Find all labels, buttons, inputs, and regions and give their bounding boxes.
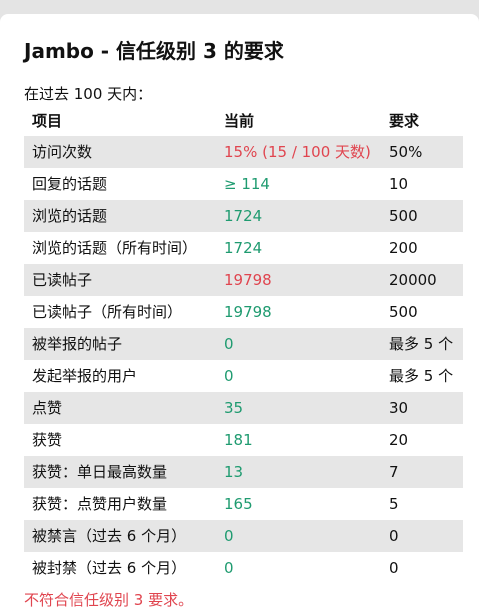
requirements-table: 项目 当前 要求 访问次数 15% (15 / 100 天数) 50% 回复的话题 ≥ … xyxy=(24,106,463,584)
row-item-label: 获赞：点赞用户数量 xyxy=(32,495,168,513)
row-required-value: 20 xyxy=(389,431,409,449)
table-row: 获赞 181 20 xyxy=(24,424,463,456)
row-item-label: 回复的话题 xyxy=(32,175,108,193)
row-current-value: 165 xyxy=(224,495,253,513)
row-required-value: 最多 5 个 xyxy=(389,367,454,385)
row-required-value: 50% xyxy=(389,143,423,161)
row-item-label: 获赞 xyxy=(32,431,63,449)
table-row: 浏览的话题 1724 500 xyxy=(24,200,463,232)
row-current-value: 0 xyxy=(224,335,234,353)
row-item-label: 浏览的话题（所有时间） xyxy=(32,239,198,257)
table-row: 访问次数 15% (15 / 100 天数) 50% xyxy=(24,136,463,168)
row-item-label: 获赞：单日最高数量 xyxy=(32,463,168,481)
row-item-label: 访问次数 xyxy=(32,143,93,161)
row-current-value: 0 xyxy=(224,367,234,385)
table-row: 点赞 35 30 xyxy=(24,392,463,424)
table-row: 被封禁（过去 6 个月） 0 0 xyxy=(24,552,463,584)
table-row: 获赞：单日最高数量 13 7 xyxy=(24,456,463,488)
row-item-label: 被举报的帖子 xyxy=(32,335,123,353)
row-item-label: 浏览的话题 xyxy=(32,207,108,225)
row-item-label: 点赞 xyxy=(32,399,63,417)
row-current-value: 181 xyxy=(224,431,253,449)
row-item-label: 已读帖子 xyxy=(32,271,93,289)
row-required-value: 10 xyxy=(389,175,409,193)
table-row: 被禁言（过去 6 个月） 0 0 xyxy=(24,520,463,552)
row-current-value: 13 xyxy=(224,463,244,481)
row-current-value: 0 xyxy=(224,527,234,545)
row-item-label: 发起举报的用户 xyxy=(32,367,138,385)
table-row: 已读帖子（所有时间） 19798 500 xyxy=(24,296,463,328)
table-row: 发起举报的用户 0 最多 5 个 xyxy=(24,360,463,392)
row-required-value: 最多 5 个 xyxy=(389,335,454,353)
table-header: 项目 当前 要求 xyxy=(24,106,463,136)
table-row: 回复的话题 ≥ 114 10 xyxy=(24,168,463,200)
row-current-value: 1724 xyxy=(224,239,263,257)
table-row: 被举报的帖子 0 最多 5 个 xyxy=(24,328,463,360)
row-required-value: 7 xyxy=(389,463,399,481)
period-subtitle: 在过去 100 天内： xyxy=(24,85,153,103)
row-current-value: 1724 xyxy=(224,207,263,225)
row-current-value: 0 xyxy=(224,559,234,577)
trust-level-card: Jambo - 信任级别 3 的要求 在过去 100 天内： 项目 当前 要求 … xyxy=(0,14,479,614)
row-required-value: 5 xyxy=(389,495,399,513)
row-current-value: 15% (15 / 100 天数) xyxy=(224,143,371,161)
row-item-label: 被禁言（过去 6 个月） xyxy=(32,527,187,545)
header-required: 要求 xyxy=(389,112,420,130)
row-current-value: ≥ 114 xyxy=(224,175,270,193)
row-current-value: 19798 xyxy=(224,303,272,321)
row-current-value: 35 xyxy=(224,399,244,417)
status-message: 不符合信任级别 3 要求。 xyxy=(24,591,194,609)
row-item-label: 已读帖子（所有时间） xyxy=(32,303,183,321)
row-required-value: 20000 xyxy=(389,271,437,289)
row-current-value: 19798 xyxy=(224,271,272,289)
row-required-value: 0 xyxy=(389,559,399,577)
table-body: 访问次数 15% (15 / 100 天数) 50% 回复的话题 ≥ 114 10 浏览的话… xyxy=(24,136,463,584)
header-current: 当前 xyxy=(224,112,255,130)
row-required-value: 0 xyxy=(389,527,399,545)
row-item-label: 被封禁（过去 6 个月） xyxy=(32,559,187,577)
table-row: 浏览的话题（所有时间） 1724 200 xyxy=(24,232,463,264)
card-title: Jambo - 信任级别 3 的要求 xyxy=(24,39,284,63)
row-required-value: 500 xyxy=(389,303,418,321)
table-row: 已读帖子 19798 20000 xyxy=(24,264,463,296)
row-required-value: 500 xyxy=(389,207,418,225)
row-required-value: 200 xyxy=(389,239,418,257)
table-row: 获赞：点赞用户数量 165 5 xyxy=(24,488,463,520)
header-item: 项目 xyxy=(32,112,63,130)
row-required-value: 30 xyxy=(389,399,409,417)
